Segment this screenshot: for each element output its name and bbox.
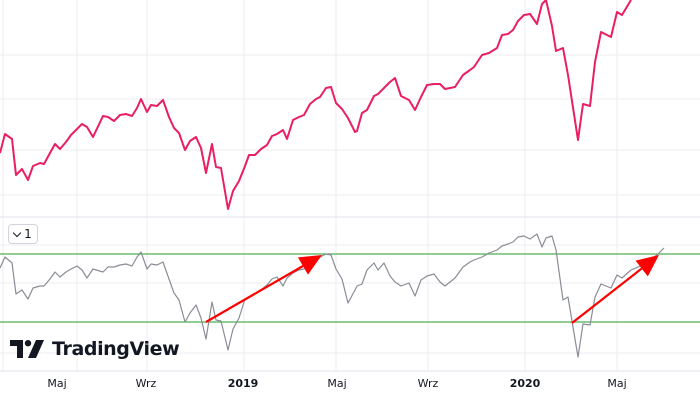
time-axis-label: Maj — [327, 377, 347, 390]
arrow-annotation[interactable] — [571, 255, 659, 324]
tradingview-logo[interactable]: TradingView — [10, 338, 180, 360]
grid-lines — [0, 0, 700, 371]
time-axis-label: 2020 — [509, 377, 541, 390]
time-axis-label: Wrz — [417, 377, 439, 390]
arrow-annotation[interactable] — [205, 255, 322, 323]
time-axis-label: Wrz — [135, 377, 157, 390]
horizontal-levels — [0, 253, 700, 323]
brand-name: TradingView — [52, 338, 180, 360]
price-line-series — [0, 0, 632, 210]
trend-arrows[interactable] — [205, 255, 659, 324]
tradingview-logo-icon — [10, 340, 44, 358]
time-axis-label: 2019 — [227, 377, 259, 390]
time-axis-label: Maj — [607, 377, 627, 390]
pane-index-label: 1 — [24, 227, 32, 241]
pane-collapse-button[interactable]: 1 — [8, 224, 38, 244]
time-axis-label: Maj — [47, 377, 67, 390]
chevron-down-icon — [12, 228, 22, 237]
